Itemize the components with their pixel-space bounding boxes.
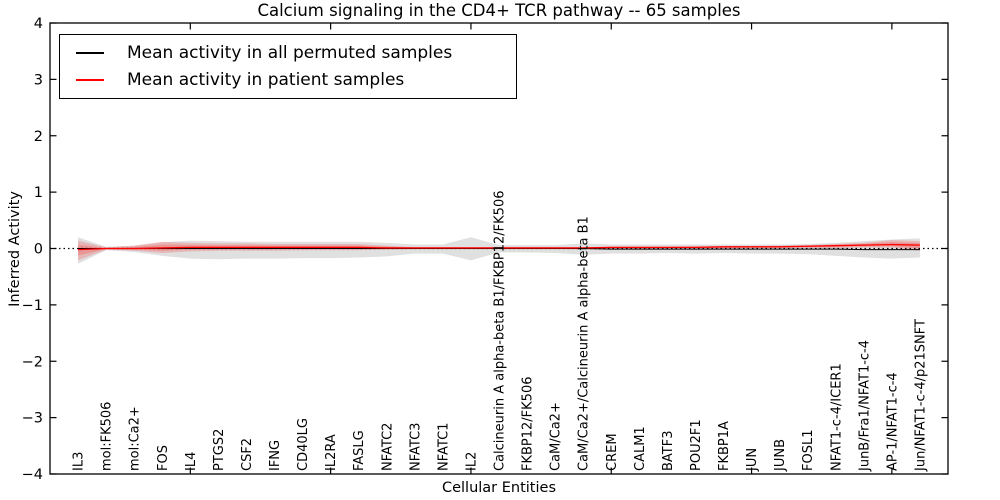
- x-category-label: mol:FK506: [100, 402, 115, 471]
- x-category-label: IL3: [72, 452, 87, 471]
- y-tick-label: −3: [22, 411, 43, 427]
- legend-line-swatch-red: [76, 79, 104, 82]
- x-category-label: CSF2: [240, 438, 255, 471]
- x-category-label: FOS: [156, 445, 171, 471]
- x-category-label: CALM1: [633, 426, 648, 471]
- x-axis-label: Cellular Entities: [441, 480, 557, 496]
- x-category-label: NFATC2: [380, 423, 395, 471]
- patient-mean-line: [78, 243, 920, 251]
- permuted-activity-band: [78, 237, 920, 264]
- y-tick-label: 3: [34, 72, 43, 88]
- legend-label-permuted: Mean activity in all permuted samples: [127, 42, 453, 63]
- x-category-label: BATF3: [661, 431, 676, 472]
- y-tick-label: 0: [34, 242, 43, 258]
- x-category-label: NFATC1: [436, 423, 451, 471]
- y-tick-label: −1: [22, 298, 43, 314]
- x-category-label: CREM: [605, 433, 620, 471]
- y-tick-label: 4: [34, 16, 43, 32]
- x-category-label: FKBP12/FK506: [521, 377, 536, 472]
- x-category-label: JUNB: [773, 439, 788, 472]
- x-category-label: JUN: [745, 448, 760, 472]
- legend-item-permuted: Mean activity in all permuted samples: [60, 43, 516, 63]
- x-category-label: CaM/Ca2+/Calcineurin A alpha-beta B1: [577, 216, 592, 471]
- y-tick-label: −4: [22, 467, 43, 483]
- legend-label-patient: Mean activity in patient samples: [127, 70, 405, 91]
- y-tick-label: 2: [34, 129, 43, 145]
- y-axis-label: Inferred Activity: [7, 191, 23, 307]
- x-category-label: NFATC3: [408, 423, 423, 471]
- x-category-label: Calcineurin A alpha-beta B1/FKBP12/FK506: [493, 191, 508, 471]
- x-category-label: IFNG: [268, 440, 283, 471]
- chart-title: Calcium signaling in the CD4+ TCR pathwa…: [257, 1, 741, 20]
- x-category-label: mol:Ca2+: [128, 406, 143, 471]
- x-category-label: FASLG: [352, 430, 367, 471]
- x-category-label: JunB/Fra1/NFAT1-c-4: [857, 340, 872, 472]
- x-category-label: IL2RA: [324, 434, 339, 471]
- legend-line-swatch-black: [76, 51, 104, 54]
- x-category-label: FKBP1A: [717, 421, 732, 471]
- y-tick-label: 1: [34, 185, 43, 201]
- x-category-label: CaM/Ca2+: [549, 402, 564, 471]
- x-category-label: PTGS2: [212, 429, 227, 471]
- legend: Mean activity in all permuted samples Me…: [59, 34, 517, 99]
- x-category-label: NFAT1-c-4/ICER1: [829, 363, 844, 471]
- legend-item-patient: Mean activity in patient samples: [60, 70, 516, 90]
- x-category-label: IL2: [464, 452, 479, 471]
- x-category-label: FOSL1: [801, 430, 816, 471]
- x-category-label: POU2F1: [689, 419, 704, 471]
- x-category-label: Jun/NFAT1-c-4/p21SNFT: [913, 319, 928, 472]
- y-tick-label: −2: [22, 354, 43, 370]
- x-category-label: AP-1/NFAT1-c-4: [885, 372, 900, 471]
- patient-activity-band-outer: [78, 240, 920, 261]
- x-category-label: CD40LG: [296, 418, 311, 471]
- x-category-label: IL4: [184, 452, 199, 471]
